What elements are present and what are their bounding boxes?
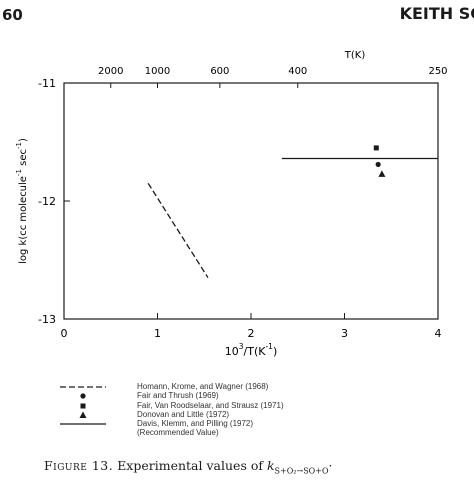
y-tick-label: -13 [38,313,56,326]
page-number: 60 [2,6,23,24]
top-tick-label: 400 [288,66,307,77]
x-tick-label: 1 [154,327,161,340]
caption-label: Figure 13. [44,458,114,473]
data-point-triangle [378,170,386,177]
caption-text: Experimental values of [117,458,263,473]
x-tick-label: 3 [341,327,348,340]
top-tick-label: 2000 [98,66,123,77]
y-axis-label: log k(cc molecule-1 sec-1) [15,138,29,264]
x-tick-label: 2 [248,327,255,340]
x-tick-labels: 0 1 2 3 4 [61,327,442,340]
y-tick-label: -11 [38,77,56,90]
top-axis-label: T(K) [344,50,366,61]
legend-label: Fair and Thrush (1969) [137,391,219,401]
x-tick-label: 4 [435,327,442,340]
x-tick-label: 0 [61,327,68,340]
legend-label: Donovan and Little (1972) [137,409,230,419]
legend-label: (Recommended Value) [137,428,219,438]
caption-k: k [266,458,275,473]
legend-symbol [60,423,106,425]
legend-symbol [58,428,108,437]
series-layer [147,145,438,279]
y-tick-labels: -13 -12 -11 [38,77,56,326]
legend-label: Fair, Van Roodselaar, and Strausz (1971) [137,400,284,410]
legend-label: Homann, Krome, and Wagner (1968) [137,382,269,391]
running-head: KEITH SC [399,4,474,23]
top-tick-label: 600 [210,66,229,77]
plot-frame [63,82,439,320]
x-axis-label: 103/T(K-1) [225,342,278,358]
top-tick-label: 1000 [145,66,170,77]
legend-marker [79,411,87,418]
data-point-square [373,145,379,151]
top-tick-label: 250 [428,66,447,77]
legend-marker [80,393,86,399]
arrhenius-chart: 0 1 2 3 4 -13 -12 -11 2000 1000 600 400 250 T(K) 1… [15,50,448,358]
legend-label: Davis, Klemm, and Pilling (1972) [137,419,254,429]
legend-symbol [79,411,87,418]
y-tick-label: -12 [38,195,56,208]
data-point-circle [375,161,381,168]
legend-symbol [60,386,106,388]
legend-symbol [80,393,86,399]
tick-marks [63,82,439,320]
legend-marker [80,403,86,409]
legend-symbol [80,403,86,409]
caption-end: · [328,458,333,473]
top-tick-labels: 2000 1000 600 400 250 [98,66,448,77]
figure-caption: Figure 13. Experimental values of kS+O₂→… [44,458,332,476]
caption-subscript: S+O₂→SO+O [274,466,329,476]
series-line-0 [147,182,209,279]
